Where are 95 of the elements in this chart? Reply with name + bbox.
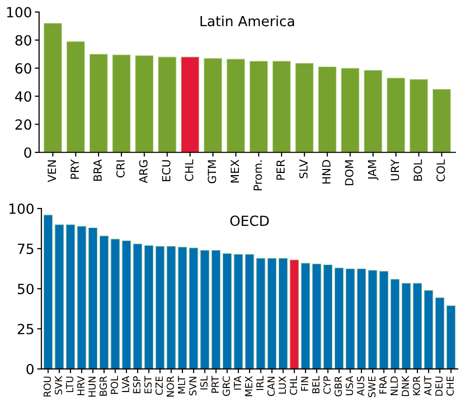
x-tick-label: CHL [290, 376, 298, 395]
x-tick-label: CHL [184, 159, 194, 182]
x-tick-label: URY [390, 159, 400, 180]
x-tick-label: CYP [323, 376, 331, 394]
x-tick-label: DEU [435, 376, 443, 396]
bar [249, 60, 268, 152]
x-tick-label: MLT [178, 376, 186, 394]
x-tick-label: BRA [94, 159, 102, 181]
y-tick-label: 60 [15, 63, 32, 74]
bar [204, 58, 222, 152]
x-tick-label: LUX [278, 376, 286, 394]
bar [122, 240, 132, 369]
x-tick-label: DOM [345, 160, 354, 186]
x-tick-label: POL [110, 376, 118, 394]
bar [180, 56, 200, 152]
x-tick-label: BOL [414, 159, 422, 181]
y-tick-label: 80 [15, 35, 32, 46]
chart-title: OECD [230, 216, 269, 226]
bar [112, 54, 131, 152]
x-tick-label: LTU [66, 376, 74, 392]
x-tick-label: NLD [390, 376, 398, 396]
x-tick-label: LVA [122, 376, 130, 392]
bar [89, 54, 108, 152]
x-tick-label: FIN [301, 376, 308, 391]
x-tick-label: MEX [230, 160, 239, 182]
bar [300, 262, 310, 369]
x-tick-label: Prom. [254, 160, 262, 190]
x-tick-label: COL [436, 159, 445, 182]
bar [318, 66, 337, 152]
y-tick-label: 50 [18, 284, 34, 294]
x-tick-label: ESP [133, 376, 140, 394]
x-tick-label: SVN [189, 376, 196, 396]
x-tick-label: DNK [402, 376, 409, 396]
x-tick-label: PRY [70, 159, 79, 179]
x-tick-label: HUN [88, 376, 96, 397]
bar [66, 41, 85, 152]
y-tick-label: 20 [16, 119, 32, 130]
y-tick-label: 40 [15, 91, 32, 102]
x-tick-label: IRL [256, 376, 264, 390]
x-tick-label: AUT [424, 376, 432, 396]
bar [432, 88, 451, 152]
x-tick-label: SVK [54, 376, 62, 394]
y-tick-label: 0 [26, 364, 34, 374]
x-tick-label: ARG [139, 160, 148, 184]
bar [272, 60, 291, 152]
y-tick-label: 100 [7, 7, 32, 18]
bar [295, 62, 314, 152]
x-tick-label: GTM [208, 160, 216, 184]
x-tick-label: NOR [166, 376, 174, 397]
y-tick-label: 25 [18, 324, 34, 334]
bar [364, 70, 382, 152]
bar [446, 305, 456, 369]
x-tick-label: ISL [200, 376, 208, 390]
bar [410, 79, 428, 152]
x-tick-label: SLV [299, 159, 308, 178]
x-tick-label: CRI [116, 160, 125, 178]
x-tick-label: KOR [412, 376, 420, 396]
bar [158, 56, 176, 152]
x-tick-label: ROU [44, 376, 51, 396]
x-tick-label: VEN [48, 160, 56, 182]
x-tick-label: CZE [155, 376, 163, 395]
y-tick-label: 0 [24, 147, 32, 158]
x-tick-label: GRC [222, 376, 230, 396]
x-tick-label: ITA [234, 376, 242, 390]
x-tick-label: HRV [77, 376, 84, 396]
y-tick-label: 100 [9, 203, 34, 214]
bar [244, 254, 254, 369]
bar [390, 278, 400, 369]
x-tick-label: CAN [267, 376, 275, 396]
x-tick-label: USA [346, 376, 354, 396]
x-tick-label: FRA [379, 376, 387, 394]
x-tick-label: JAM [368, 160, 378, 180]
bar [44, 22, 62, 152]
x-tick-label: SWE [368, 376, 376, 398]
chart-title: Latin America [200, 16, 294, 26]
x-tick-label: BGR [100, 376, 107, 396]
y-tick-label: 75 [18, 244, 34, 254]
bar [66, 224, 76, 369]
x-tick-label: PRT [212, 376, 219, 393]
bar [356, 268, 366, 369]
bar [211, 250, 221, 369]
x-tick-label: GBR [334, 376, 342, 396]
x-tick-label: ECU [162, 160, 170, 182]
x-tick-label: HND [322, 160, 330, 184]
x-tick-label: EST [144, 376, 152, 394]
bar [340, 68, 360, 152]
x-tick-label: PER [276, 160, 285, 180]
bar [226, 58, 246, 152]
x-tick-label: MEX [245, 376, 252, 396]
bar [135, 55, 154, 152]
x-tick-label: BEL [312, 376, 320, 394]
x-tick-label: AUS [356, 376, 364, 396]
bar [155, 246, 165, 369]
x-tick-label: CHE [446, 376, 454, 396]
bar [386, 78, 406, 152]
